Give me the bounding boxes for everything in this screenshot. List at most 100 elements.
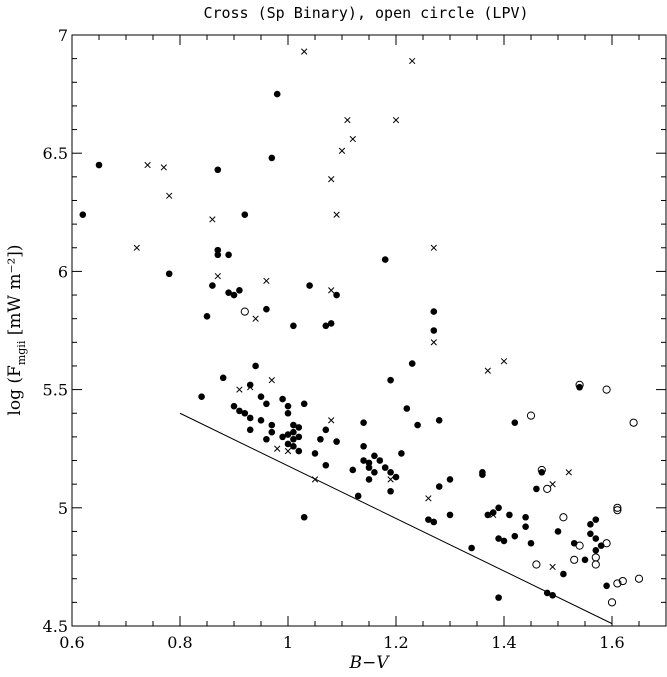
filled-point (587, 521, 594, 528)
filled-point (365, 459, 373, 467)
filled-point (435, 483, 443, 490)
filled-point (290, 421, 297, 429)
filled-point (300, 400, 308, 408)
filled-point (79, 211, 87, 218)
cross-stroke (338, 147, 346, 154)
filled-point (387, 487, 394, 495)
open-circle-point (532, 560, 541, 569)
filled-point (241, 211, 249, 218)
open-circle-point (602, 539, 611, 548)
filled-point (246, 381, 254, 389)
filled-point (219, 374, 227, 382)
filled-point (576, 383, 583, 391)
filled-point (95, 161, 103, 169)
cross-stroke (430, 244, 437, 251)
cross-stroke (133, 244, 140, 251)
filled-point (241, 409, 249, 417)
filled-point (327, 320, 335, 327)
open-circle-point (613, 503, 622, 512)
cross-point (328, 287, 335, 294)
cross-stroke (387, 476, 394, 483)
filled-point (408, 360, 416, 367)
cross-stroke (500, 358, 508, 365)
cross-stroke (328, 176, 335, 183)
cross-point (549, 563, 556, 571)
x-tick-label: 1 (283, 633, 293, 652)
open-circle-point (570, 555, 579, 564)
cross-point (430, 244, 437, 251)
cross-stroke (236, 386, 243, 393)
filled-point (246, 426, 254, 434)
filled-point (311, 450, 319, 457)
filled-point (268, 421, 276, 429)
filled-point (279, 433, 286, 441)
filled-point (538, 469, 546, 476)
cross-point (268, 376, 275, 384)
filled-point (300, 513, 308, 521)
open-circle-point (575, 380, 584, 389)
filled-point (522, 523, 529, 531)
y-tick-label: 4.5 (43, 617, 68, 636)
filled-point (333, 438, 340, 445)
cross-point (236, 386, 243, 393)
filled-point (284, 409, 292, 417)
tick-labels: 0.6 0.8 1 1.2 1.4 1.6 4.5 5 5.5 6 6.5 7 (43, 26, 625, 652)
y-tick-label: 6.5 (43, 144, 68, 163)
filled-point (209, 282, 216, 289)
filled-point (295, 433, 303, 441)
filled-point (252, 362, 259, 370)
filled-point (360, 457, 367, 464)
filled-point (376, 457, 384, 464)
x-tick-label: 0.6 (59, 633, 84, 652)
cross-point (160, 164, 167, 171)
filled-point (322, 426, 330, 434)
cross-point (338, 147, 346, 154)
cross-stroke (549, 481, 556, 488)
cross-point (209, 216, 216, 223)
filled-point (500, 537, 508, 545)
filled-point (203, 313, 211, 320)
open-circle-point (543, 484, 552, 493)
x-tick-label: 0.8 (167, 633, 192, 652)
filled-point (236, 407, 243, 415)
cross-stroke (247, 384, 254, 391)
open-circle-point (602, 385, 611, 394)
cross-point (144, 161, 151, 169)
x-tick-label: 1.4 (491, 633, 516, 652)
filled-point (246, 414, 254, 422)
cross-stroke (344, 116, 351, 124)
filled-point (587, 530, 594, 538)
y-tick-label: 5 (58, 499, 68, 518)
cross-stroke (333, 211, 340, 218)
cross-stroke (490, 511, 497, 519)
filled-point (257, 417, 265, 424)
filled-point (214, 251, 222, 259)
filled-point (414, 421, 421, 429)
open-circle-point (591, 560, 600, 569)
open-circle-point (559, 513, 568, 522)
filled-point (495, 535, 502, 542)
filled-point (333, 291, 340, 299)
filled-point (495, 504, 502, 512)
filled-point (435, 417, 443, 424)
filled-point (230, 291, 238, 299)
fit-line (179, 412, 613, 625)
filled-point (268, 154, 276, 162)
filled-point (484, 511, 492, 519)
filled-point (543, 589, 551, 597)
filled-point (371, 452, 378, 460)
open-circle-point (613, 579, 622, 588)
open-circle-point (607, 598, 617, 607)
filled-point (273, 90, 281, 98)
cross-stroke (328, 417, 335, 424)
filled-point (290, 443, 297, 450)
y-axis-label: log (Fmgii [mW m⁻²]) (5, 244, 28, 415)
filled-point (214, 246, 222, 254)
filled-point (506, 511, 513, 519)
filled-point (284, 431, 292, 438)
y-axis-label-prefix: log (F (5, 365, 25, 416)
filled-point (322, 461, 330, 469)
filled-point (468, 544, 475, 552)
filled-point (592, 547, 600, 554)
